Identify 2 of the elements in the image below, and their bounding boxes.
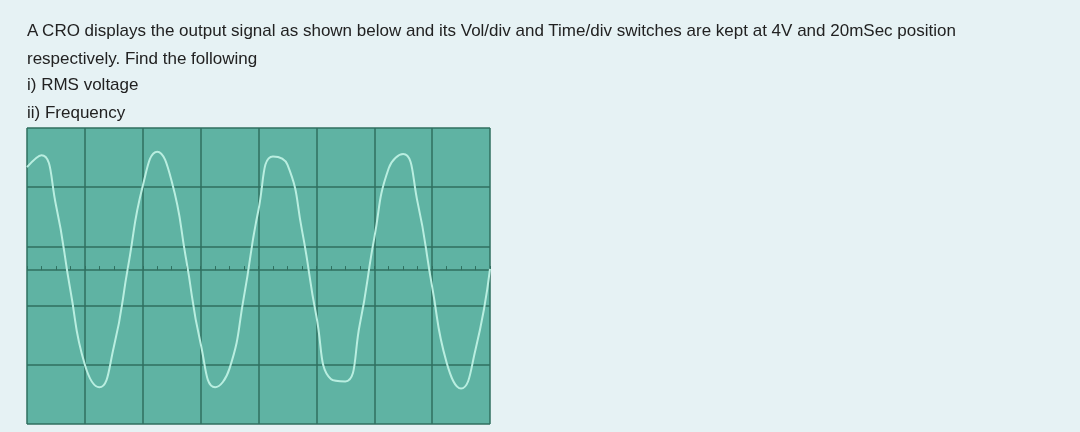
text: i) RMS voltage <box>27 75 139 94</box>
text: ii) Frequency <box>27 103 126 122</box>
